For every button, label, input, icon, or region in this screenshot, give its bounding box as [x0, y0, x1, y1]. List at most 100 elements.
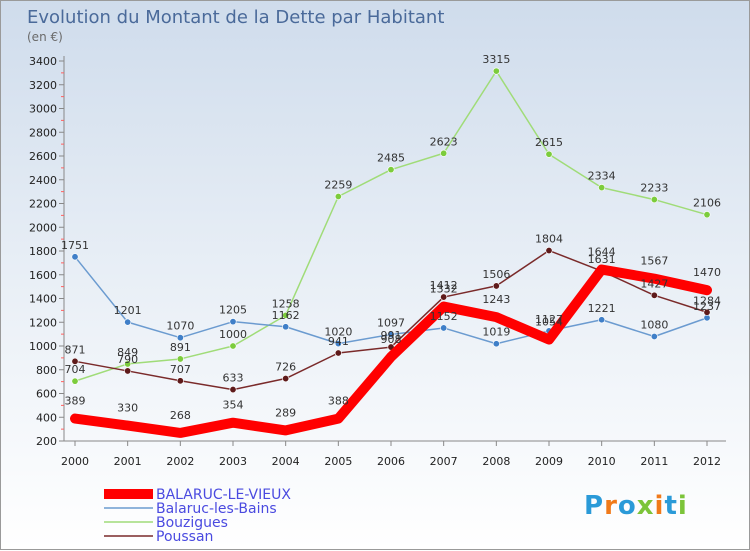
data-label: 330 — [117, 402, 138, 415]
series-point-2 — [124, 360, 132, 368]
data-label: 941 — [328, 335, 349, 348]
x-tick-label: 2006 — [377, 455, 405, 468]
series-point-2 — [229, 342, 237, 350]
data-label: 704 — [65, 363, 86, 376]
data-label: 2334 — [588, 170, 616, 183]
legend-label: Poussan — [156, 529, 213, 545]
logo-letter: r — [604, 491, 618, 521]
y-tick-label: 2000 — [29, 221, 57, 234]
series-point-1 — [176, 334, 184, 342]
data-label: 1506 — [482, 268, 510, 281]
data-label: 1804 — [535, 233, 563, 246]
data-label: 1221 — [588, 302, 616, 315]
data-label: 1412 — [430, 279, 458, 292]
data-label: 2259 — [324, 178, 352, 191]
data-label: 2615 — [535, 136, 563, 149]
data-label: 1205 — [219, 304, 247, 317]
y-tick-label: 1600 — [29, 269, 57, 282]
data-label: 1152 — [430, 310, 458, 323]
series-point-3 — [545, 247, 553, 255]
series-point-3 — [71, 357, 79, 365]
y-tick-label: 1200 — [29, 316, 57, 329]
data-label: 1258 — [272, 297, 300, 310]
series-point-1 — [440, 324, 448, 332]
legend-label: BALARUC-LE-VIEUX — [156, 487, 291, 503]
data-label: 289 — [275, 406, 296, 419]
series-point-2 — [334, 192, 342, 200]
data-label: 389 — [65, 395, 86, 408]
data-label: 1000 — [219, 328, 247, 341]
series-point-3 — [282, 375, 290, 383]
y-tick-label: 3400 — [29, 55, 57, 68]
data-label: 268 — [170, 409, 191, 422]
series-point-3 — [703, 308, 711, 316]
x-tick-label: 2004 — [272, 455, 300, 468]
series-point-1 — [229, 318, 237, 326]
series-point-2 — [703, 211, 711, 219]
y-tick-label: 2400 — [29, 174, 57, 187]
data-label: 2233 — [640, 182, 668, 195]
logo-letter: t — [664, 491, 678, 521]
logo-letter: o — [617, 491, 637, 521]
proxiti-logo: Proxiti — [584, 491, 688, 521]
series-point-1 — [71, 253, 79, 261]
data-label: 849 — [117, 346, 138, 359]
x-tick-label: 2012 — [693, 455, 721, 468]
series-point-3 — [124, 367, 132, 375]
logo-letter: x — [636, 491, 655, 521]
logo-letter: i — [654, 491, 665, 521]
series-point-1 — [650, 332, 658, 340]
y-tick-label: 600 — [36, 388, 57, 401]
x-tick-label: 2005 — [324, 455, 352, 468]
data-label: 908 — [381, 333, 402, 346]
x-tick-label: 2000 — [61, 455, 89, 468]
logo-letter: i — [677, 491, 688, 521]
x-tick-label: 2001 — [114, 455, 142, 468]
data-label: 1470 — [693, 266, 721, 279]
data-label: 1201 — [114, 304, 142, 317]
data-label: 3315 — [482, 53, 510, 66]
y-tick-label: 1000 — [29, 340, 57, 353]
data-label: 1127 — [535, 313, 563, 326]
data-label: 1332 — [430, 283, 458, 296]
x-tick-label: 2011 — [640, 455, 668, 468]
series-point-2 — [598, 184, 606, 192]
data-label: 1054 — [535, 316, 563, 329]
series-point-3 — [492, 282, 500, 290]
y-tick-label: 3200 — [29, 79, 57, 92]
data-label: 1751 — [61, 239, 89, 252]
series-point-3 — [229, 386, 237, 394]
series-point-2 — [387, 166, 395, 174]
series-point-1 — [282, 323, 290, 331]
data-label: 891 — [170, 341, 191, 354]
series-layer — [70, 67, 712, 438]
series-point-1 — [124, 318, 132, 326]
data-label: 2623 — [430, 135, 458, 148]
y-tick-label: 400 — [36, 411, 57, 424]
series-point-1 — [334, 340, 342, 348]
data-labels: 704 849 891 1000 1258 2259 2485 2623 3315 2615 233… — [61, 53, 721, 422]
logo-letter: P — [584, 491, 605, 521]
data-label: 1243 — [482, 293, 510, 306]
series-point-2 — [440, 149, 448, 157]
axes: 200 400 600 800 1000 1200 1400 1600 1800 2000 2200… — [29, 55, 726, 468]
chart-title: Evolution du Montant de la Dette par Hab… — [27, 7, 444, 28]
data-label: 1631 — [588, 253, 616, 266]
series-point-3 — [176, 377, 184, 385]
data-label: 1644 — [588, 246, 616, 259]
data-label: 2106 — [693, 197, 721, 210]
x-tick-label: 2010 — [588, 455, 616, 468]
data-label: 707 — [170, 363, 191, 376]
data-label: 354 — [223, 399, 244, 412]
data-label: 1162 — [272, 309, 300, 322]
data-label: 1237 — [693, 300, 721, 313]
series-point-2 — [545, 150, 553, 158]
series-point-2 — [492, 67, 500, 75]
data-label: 726 — [275, 361, 296, 374]
legend-label: Balaruc-les-Bains — [156, 501, 277, 517]
series-point-3 — [334, 349, 342, 357]
data-label: 2485 — [377, 152, 405, 165]
data-label: 991 — [381, 329, 402, 342]
